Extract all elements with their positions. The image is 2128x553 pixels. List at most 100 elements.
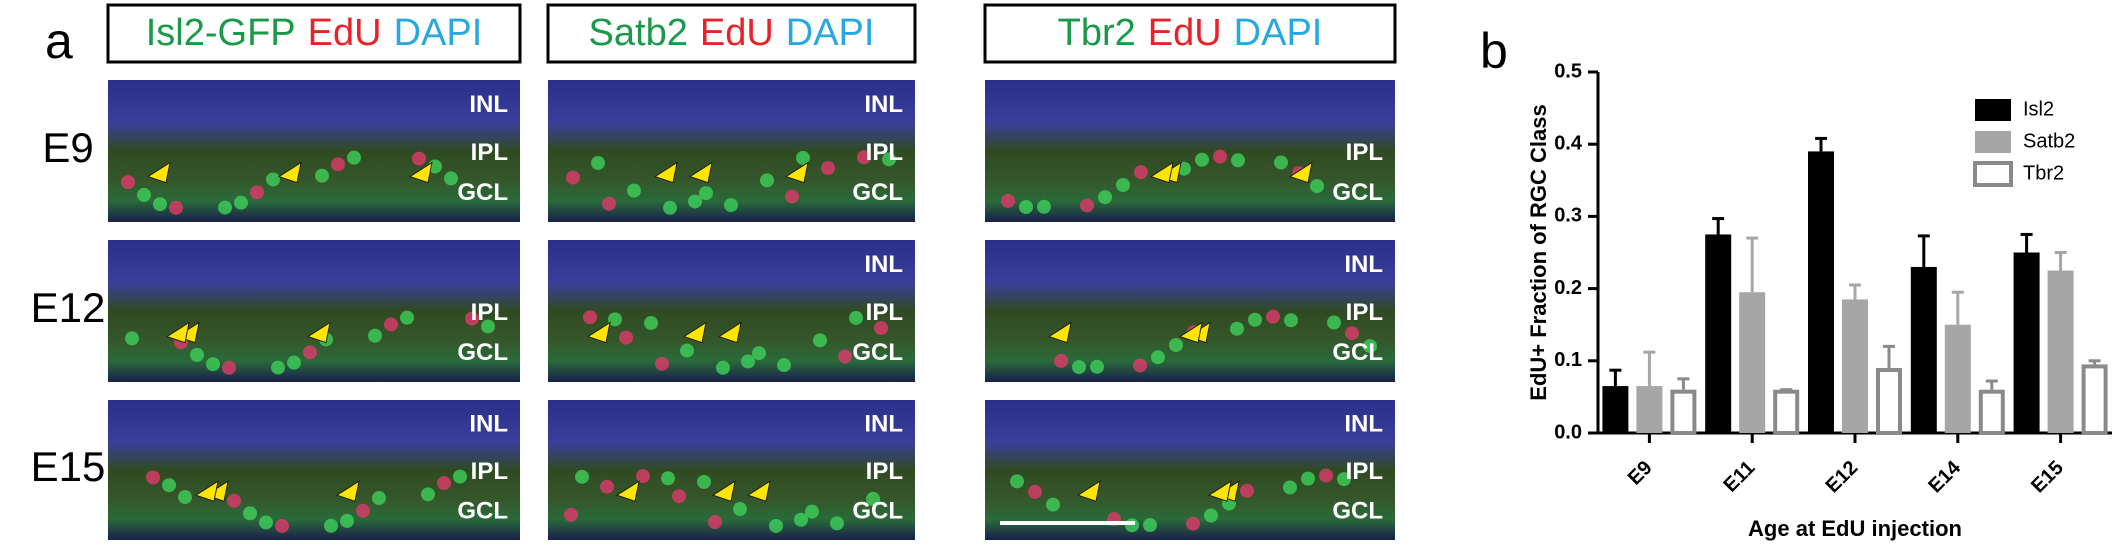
cell <box>1186 516 1200 531</box>
cell <box>303 345 317 360</box>
cell <box>1054 353 1068 368</box>
y-tick-label: 0.3 <box>1554 205 1582 227</box>
layer-label: IPL <box>471 299 508 326</box>
bar <box>1808 151 1834 434</box>
arrowhead <box>306 321 331 344</box>
cell <box>882 152 896 167</box>
cell <box>1143 518 1157 533</box>
panel-label: b <box>1480 23 1508 79</box>
layer-label: INL <box>864 91 903 118</box>
cell <box>591 156 605 171</box>
cell <box>1345 326 1359 341</box>
cell <box>1090 359 1104 374</box>
cell <box>331 157 345 172</box>
cell <box>121 175 135 190</box>
arrowhead <box>717 321 742 344</box>
legend-swatch <box>1973 161 2013 187</box>
cell <box>575 469 589 484</box>
cell <box>1363 339 1377 354</box>
arrowhead <box>682 321 707 344</box>
layer-label: INL <box>864 411 903 438</box>
cell <box>356 503 370 518</box>
header: Tbr2 EdU DAPI <box>1058 12 1323 54</box>
cell <box>849 310 863 325</box>
cell <box>1266 309 1280 324</box>
bar <box>1978 389 2005 435</box>
cell <box>600 479 614 494</box>
cell <box>1283 480 1297 495</box>
cell <box>266 172 280 187</box>
cell <box>708 515 722 530</box>
cell <box>368 328 382 343</box>
cell <box>1213 149 1227 164</box>
layer-label: INL <box>1344 411 1383 438</box>
cell <box>372 491 386 506</box>
cell <box>1284 313 1298 328</box>
layer-label: GCL <box>1332 497 1383 524</box>
x-axis-label: Age at EdU injection <box>1748 516 1962 541</box>
y-tick-label: 0.1 <box>1554 349 1582 371</box>
cell <box>1133 358 1147 373</box>
cell <box>857 150 871 165</box>
row-label: E15 <box>31 443 106 490</box>
cell <box>315 168 329 183</box>
bar <box>2081 364 2108 435</box>
layer-label: INL <box>469 411 508 438</box>
cell <box>1327 315 1341 330</box>
cell <box>340 513 354 528</box>
cell <box>752 346 766 361</box>
cell <box>1337 472 1351 487</box>
bar <box>1773 389 1800 435</box>
legend-label: Satb2 <box>2023 130 2075 152</box>
cell <box>206 357 220 372</box>
cell <box>437 476 451 491</box>
micrograph <box>548 400 915 540</box>
bar <box>1842 299 1868 433</box>
cell <box>672 489 686 504</box>
cell <box>178 490 192 505</box>
cell <box>1116 177 1130 192</box>
cell <box>1319 468 1333 483</box>
cell <box>421 487 435 502</box>
arrowhead <box>653 161 678 184</box>
cell <box>566 170 580 185</box>
bar <box>1705 234 1732 433</box>
header-box <box>546 3 917 64</box>
cell <box>347 150 361 165</box>
bar <box>1910 266 1937 433</box>
layer-label: IPL <box>1346 458 1383 485</box>
arrowhead <box>335 480 360 502</box>
cell <box>324 518 338 533</box>
cell <box>250 185 264 200</box>
legend-label: Tbr2 <box>2023 162 2064 184</box>
bar <box>1739 292 1766 433</box>
arrowhead <box>408 161 433 184</box>
cell <box>412 151 426 166</box>
x-tick-label: E11 <box>1720 457 1760 497</box>
arrowhead <box>1178 321 1203 344</box>
y-tick-label: 0.0 <box>1554 421 1582 443</box>
cell <box>218 200 232 215</box>
bar <box>1944 324 1971 433</box>
cell <box>769 518 783 533</box>
arrowhead <box>784 161 809 184</box>
cell <box>830 516 844 531</box>
layer-label: GCL <box>457 339 508 366</box>
cell <box>1195 152 1209 167</box>
cell <box>619 330 633 345</box>
cell <box>444 171 458 186</box>
bar <box>1670 389 1697 435</box>
cell <box>227 493 241 508</box>
cell <box>636 469 650 484</box>
header-box <box>106 3 522 64</box>
y-tick-label: 0.5 <box>1554 60 1582 82</box>
header: Isl2-GFP EdU DAPI <box>146 12 483 54</box>
arrowhead <box>586 321 611 344</box>
cell <box>796 150 810 165</box>
cell <box>644 316 658 331</box>
arrowhead <box>1047 321 1072 344</box>
arrowhead <box>688 161 713 184</box>
cell <box>146 470 160 485</box>
cell <box>697 474 711 489</box>
